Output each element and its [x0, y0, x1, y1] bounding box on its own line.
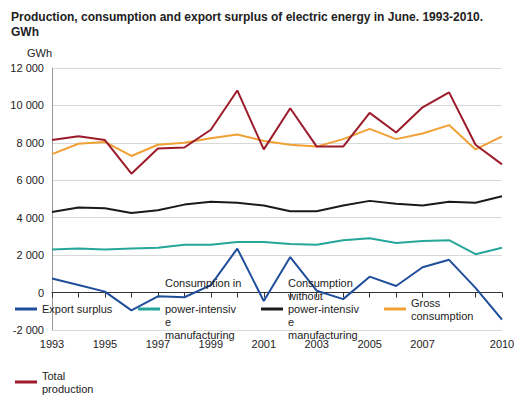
svg-text:12 000: 12 000: [10, 62, 44, 74]
svg-text:e: e: [288, 316, 297, 328]
svg-text:8 000: 8 000: [16, 137, 44, 149]
svg-text:GWh: GWh: [11, 25, 39, 39]
svg-text:without: without: [287, 290, 326, 302]
svg-text:GWh: GWh: [27, 47, 52, 59]
svg-text:4 000: 4 000: [16, 212, 44, 224]
svg-text:1995: 1995: [93, 338, 117, 350]
svg-text:Consumption: Consumption: [288, 277, 356, 289]
svg-text:2005: 2005: [357, 338, 381, 350]
svg-text:Consumption in: Consumption in: [165, 277, 241, 289]
svg-text:1993: 1993: [40, 338, 64, 350]
svg-text:-2 000: -2 000: [13, 324, 44, 336]
svg-text:manufacturing: manufacturing: [288, 329, 358, 341]
svg-text:power-intensiv: power-intensiv: [165, 303, 236, 315]
svg-text:0: 0: [38, 287, 44, 299]
svg-text:2007: 2007: [410, 338, 434, 350]
svg-text:1999: 1999: [198, 337, 224, 350]
svg-text:production: production: [42, 383, 93, 395]
svg-text:10 000: 10 000: [10, 99, 44, 111]
svg-text:Gross: Gross: [411, 297, 443, 309]
svg-text:2010: 2010: [490, 338, 514, 350]
svg-text:Production, consumption and ex: Production, consumption and export surpl…: [11, 10, 486, 24]
svg-text:Export surplus: Export surplus: [42, 303, 113, 315]
svg-text:consumption: consumption: [411, 310, 473, 322]
svg-text:2 000: 2 000: [16, 249, 44, 261]
svg-text:Total: Total: [42, 370, 68, 382]
svg-text:2001: 2001: [252, 338, 276, 350]
svg-text:e: e: [165, 316, 174, 328]
svg-text:power-intensiv: power-intensiv: [288, 303, 359, 315]
svg-text:2003: 2003: [304, 337, 329, 350]
svg-text:6 000: 6 000: [16, 174, 44, 186]
svg-text:manufacturing: manufacturing: [165, 329, 235, 341]
svg-text:1997: 1997: [145, 337, 171, 350]
